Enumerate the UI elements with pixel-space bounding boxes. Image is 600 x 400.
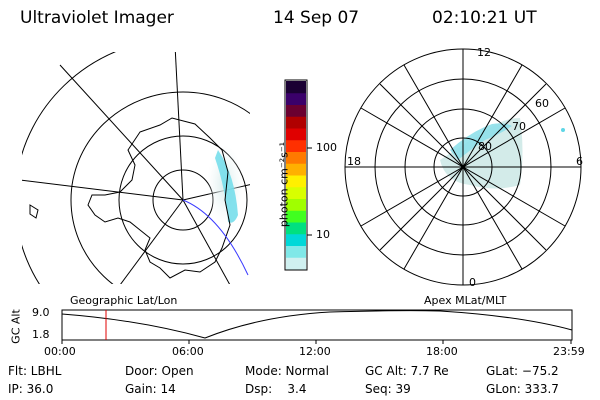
info-seq: Seq: 39 [365, 382, 411, 396]
mlat-label-60: 60 [535, 97, 549, 110]
colorbar-tick-label-100: 100 [316, 141, 337, 154]
colorbar-band [286, 128, 306, 141]
info-glon: GLon: 333.7 [486, 382, 559, 396]
meridian-1 [22, 179, 184, 201]
meridian-3 [174, 52, 184, 201]
info-dsp: Dsp: 3.4 [245, 382, 307, 396]
colorbar-band [286, 139, 306, 152]
mlt-label-18: 18 [347, 155, 361, 168]
colorbar-band [286, 175, 306, 188]
info-door: Door: Open [125, 364, 194, 378]
colorbar-band [286, 222, 306, 235]
colorbar-band [286, 116, 306, 129]
coastline-fragment [29, 204, 39, 219]
mlt-label-0: 0 [469, 276, 476, 289]
geographic-map [22, 52, 250, 284]
meridian-6 [182, 199, 231, 284]
apex-map [344, 48, 582, 286]
colorbar [284, 79, 308, 271]
antarctica-outline [87, 117, 231, 279]
altitude-ytick-1: 1.8 [32, 328, 50, 341]
colorbar-band [286, 245, 306, 258]
time-label: 02:10:21 UT [432, 8, 537, 28]
colorbar-band [286, 257, 306, 270]
mlat-label-80: 80 [478, 140, 492, 153]
altitude-plot [61, 309, 573, 344]
colorbar-band [286, 198, 306, 211]
info-ip: IP: 36.0 [8, 382, 54, 396]
date-label: 14 Sep 07 [273, 8, 360, 28]
info-mode: Mode: Normal [245, 364, 329, 378]
info-gc-alt: GC Alt: 7.7 Re [365, 364, 449, 378]
x-tick-0000: 00:00 [44, 345, 76, 358]
meridian-2 [59, 64, 184, 201]
mlt-label-6: 6 [576, 155, 583, 168]
colorbar-band [286, 151, 306, 164]
mlt-label-12: 12 [477, 46, 491, 59]
colorbar-band [286, 186, 306, 199]
colorbar-band [286, 104, 306, 117]
colorbar-band [286, 210, 306, 223]
meridian-5 [120, 199, 184, 284]
colorbar-unit-label: photon cm⁻²s⁻¹ [277, 141, 291, 228]
app-title: Ultraviolet Imager [20, 8, 174, 28]
lat-circle-3 [118, 135, 248, 265]
altitude-ytick-9: 9.0 [32, 306, 50, 319]
colorbar-band [286, 81, 306, 94]
apex-aurora-dot [561, 128, 565, 132]
altitude-curve [61, 310, 573, 339]
x-tick-1800: 18:00 [426, 345, 458, 358]
info-gain: Gain: 14 [125, 382, 176, 396]
geo-map-label: Geographic Lat/Lon [70, 294, 178, 307]
terminator-line [182, 199, 249, 276]
x-tick-2359: 23:59 [553, 345, 585, 358]
colorbar-tick-label-10: 10 [316, 228, 330, 241]
altitude-ylabel: GC Alt [9, 309, 23, 344]
colorbar-band [286, 233, 306, 246]
info-glat: GLat: −75.2 [486, 364, 559, 378]
x-tick-0600: 06:00 [172, 345, 204, 358]
x-tick-1200: 12:00 [299, 345, 331, 358]
info-flt: Flt: LBHL [8, 364, 62, 378]
mlt-line-diag-6 [360, 107, 566, 227]
apex-aurora-cyan [450, 123, 512, 160]
apex-map-label: Apex MLat/MLT [424, 294, 507, 307]
colorbar-band [286, 92, 306, 105]
mlat-label-70: 70 [512, 120, 526, 133]
lat-circle-2 [70, 91, 250, 284]
colorbar-band [286, 163, 306, 176]
